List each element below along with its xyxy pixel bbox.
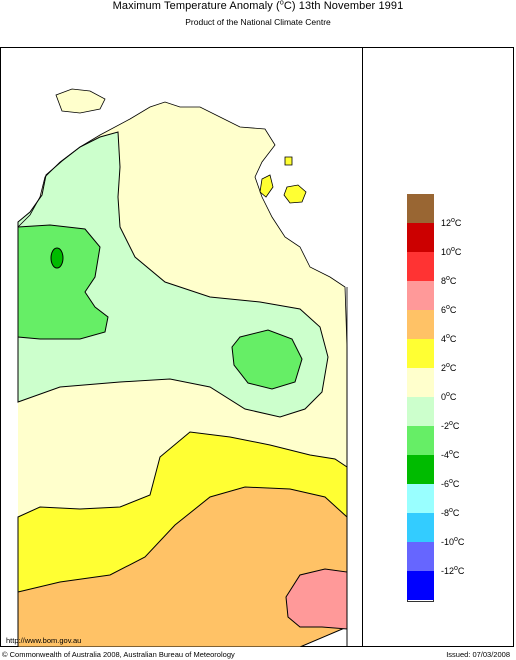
- legend-swatch-0: [407, 194, 434, 223]
- legend-label-12: 12oC: [441, 217, 462, 228]
- map-subtitle: Product of the National Climate Centre: [185, 17, 331, 27]
- legend-label-2: 2oC: [441, 362, 457, 373]
- legend-swatch-11: [407, 513, 434, 542]
- legend-swatch-1: [407, 223, 434, 252]
- legend-label-6: 6oC: [441, 304, 457, 315]
- legend-swatch-5: [407, 339, 434, 368]
- legend-swatch-7: [407, 397, 434, 426]
- region-anomaly-minus4-west: [17, 224, 109, 340]
- legend-label-minus6: -6oC: [441, 478, 460, 489]
- legend-label-minus12: -12oC: [441, 565, 465, 576]
- east-island-2: [283, 184, 307, 204]
- anomaly-map: [17, 88, 348, 647]
- region-anomaly-minus6: [50, 247, 64, 269]
- east-island-1: [259, 174, 274, 198]
- frame-divider: [362, 47, 363, 647]
- footer-copyright: © Commonwealth of Australia 2008, Austra…: [2, 650, 235, 659]
- legend-label-minus10: -10oC: [441, 536, 465, 547]
- coastline: [17, 101, 348, 647]
- legend-label-0: 0oC: [441, 391, 457, 402]
- legend-swatch-3: [407, 281, 434, 310]
- legend-swatch-12: [407, 542, 434, 571]
- legend-label-8: 8oC: [441, 275, 457, 286]
- legend-swatch-2: [407, 252, 434, 281]
- legend-label-minus8: -8oC: [441, 507, 460, 518]
- legend-swatch-13: [407, 571, 434, 600]
- legend-label-10: 10oC: [441, 246, 462, 257]
- region-anomaly-4-to-6: [17, 486, 348, 647]
- legend-swatch-9: [407, 455, 434, 484]
- footer-url[interactable]: http://www.bom.gov.au: [6, 636, 82, 645]
- legend-swatch-4: [407, 310, 434, 339]
- northern-island: [55, 88, 106, 114]
- legend-label-minus2: -2oC: [441, 420, 460, 431]
- legend-label-4: 4oC: [441, 333, 457, 344]
- region-anomaly-minus4-east: [231, 329, 303, 390]
- footer-issued-date: Issued: 07/03/2008: [446, 650, 510, 659]
- legend-swatch-8: [407, 426, 434, 455]
- legend-swatch-10: [407, 484, 434, 513]
- east-island-3: [284, 156, 293, 166]
- legend-label-minus4: -4oC: [441, 449, 460, 460]
- legend-swatch-6: [407, 368, 434, 397]
- map-title: Maximum Temperature Anomaly (oC) 13th No…: [112, 0, 404, 12]
